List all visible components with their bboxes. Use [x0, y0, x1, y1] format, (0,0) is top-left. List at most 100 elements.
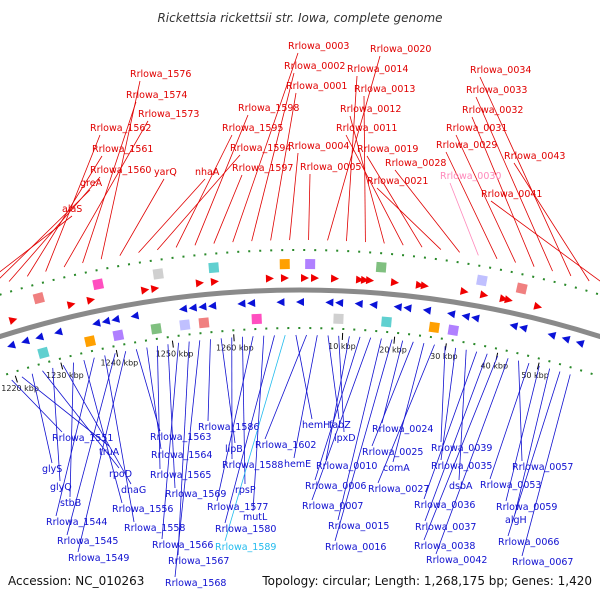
reverse-gene-arrow: [276, 298, 285, 307]
bottom-gene-label: Rrlowa_0007: [302, 501, 363, 512]
bottom-label-leader: [177, 341, 190, 556]
bottom-gene-label: Rrlowa_0042: [426, 555, 487, 566]
forward-gene-arrow: [360, 275, 370, 284]
bottom-label-leader: [435, 358, 509, 555]
reverse-gene-arrow: [178, 304, 188, 313]
top-label-leader: [100, 80, 141, 260]
bottom-label-leader: [146, 347, 162, 450]
top-gene-label: Rrlowa_1597: [232, 163, 293, 174]
reverse-gene-arrow: [92, 318, 101, 327]
reverse-feature-block: [251, 313, 262, 325]
scale-tick-label: 1230 kbp: [46, 371, 84, 380]
top-gene-label: Rrlowa_1573: [138, 109, 199, 120]
bottom-gene-label: Rrlowa_1564: [151, 450, 212, 461]
bottom-gene-label: Rrlowa_0010: [316, 461, 377, 472]
scale-tick-label: 1240 kbp: [101, 359, 139, 368]
bottom-gene-label: Rrlowa_0059: [496, 502, 557, 513]
bottom-label-leader: [505, 365, 540, 502]
gene-labels: alaS greA Rrlowa_1560 Rrlowa_1561 Rrlowa_156…: [42, 41, 573, 589]
forward-gene-arrow: [150, 285, 160, 294]
scale-tick-label: 10 kbp: [328, 342, 356, 351]
forward-gene-arrow: [195, 279, 204, 288]
bottom-label-leader: [423, 351, 478, 500]
forward-gene-arrow: [66, 301, 76, 310]
reverse-gene-arrow: [325, 298, 334, 307]
top-gene-label: Rrlowa_0032: [462, 105, 523, 116]
reverse-feature-block: [150, 323, 162, 335]
top-gene-label: Rrlowa_0019: [357, 144, 418, 155]
bottom-gene-label: stbB: [60, 498, 81, 509]
scale-tick: [393, 336, 396, 344]
top-gene-label: Rrlowa_0002: [284, 61, 345, 72]
scale-tick-label: 40 kbp: [481, 361, 509, 370]
top-gene-label: Rrlowa_0021: [367, 176, 428, 187]
bottom-label-leader: [293, 335, 318, 459]
top-gene-label: alaS: [62, 204, 82, 215]
label-leader-lines: [0, 52, 600, 578]
bottom-gene-label: Rrlowa_0067: [512, 557, 573, 568]
top-gene-label: Rrlowa_0005: [300, 162, 361, 173]
bottom-gene-label: fabZ: [329, 420, 351, 431]
top-label-leader: [175, 134, 233, 248]
bottom-label-leader: [521, 374, 571, 557]
bottom-gene-label: Rrlowa_1588: [222, 460, 283, 471]
reverse-gene-arrow: [547, 332, 557, 340]
backbone-circle: [0, 287, 600, 340]
forward-feature-block: [32, 292, 45, 305]
bottom-gene-label: Rrlowa_0053: [480, 480, 541, 491]
bottom-label-leader: [167, 344, 176, 489]
forward-gene-arrow: [504, 295, 513, 304]
bottom-gene-label: hemH: [302, 420, 330, 431]
bottom-label-leader: [69, 362, 74, 498]
top-label-leader: [308, 173, 311, 241]
reverse-feature-block: [333, 313, 344, 324]
top-label-leader: [8, 176, 101, 282]
reverse-gene-arrow: [422, 306, 432, 315]
guide-ring-1: [0, 327, 600, 378]
bottom-label-leader: [224, 335, 286, 542]
bottom-label-leader: [371, 341, 414, 447]
bottom-gene-label: lipB: [225, 444, 243, 455]
reverse-feature-block: [198, 317, 210, 329]
top-gene-label: Rrlowa_0014: [347, 64, 408, 75]
top-label-leader: [449, 182, 479, 256]
bottom-label-leader: [21, 376, 110, 447]
bottom-label-leader: [337, 338, 382, 521]
top-label-leader: [455, 134, 516, 263]
bottom-gene-label: Rrlowa_0006: [305, 481, 366, 492]
forward-gene-arrow: [479, 290, 489, 299]
top-gene-label: Rrlowa_1576: [130, 69, 191, 80]
bottom-gene-label: Rrlowa_1577: [207, 502, 268, 513]
bottom-gene-label: Rrlowa_0036: [414, 500, 475, 511]
scale-tick: [536, 362, 540, 370]
top-gene-label: Rrlowa_1561: [92, 144, 153, 155]
bottom-gene-label: Rrlowa_1580: [215, 524, 276, 535]
bottom-gene-label: rpsP: [235, 485, 256, 496]
bottom-gene-label: Rrlowa_1589: [215, 542, 276, 553]
map-title: Rickettsia rickettsii str. Iowa, complet…: [157, 11, 442, 25]
bottom-label-leader: [392, 343, 425, 463]
scale-tick-label: 30 kbp: [430, 352, 458, 361]
reverse-gene-arrow: [393, 303, 403, 312]
reverse-gene-arrow: [296, 298, 304, 306]
bottom-label-leader: [314, 336, 361, 481]
reverse-gene-arrow: [188, 303, 198, 312]
top-gene-label: Rrlowa_0011: [336, 123, 397, 134]
bottom-gene-label: Rrlowa_0027: [368, 484, 429, 495]
forward-gene-arrow: [210, 277, 219, 286]
reverse-gene-arrow: [198, 302, 207, 311]
bottom-gene-label: Rrlowa_0037: [415, 522, 476, 533]
top-gene-label: Rrlowa_0013: [354, 84, 415, 95]
top-gene-label: Rrlowa_0033: [466, 85, 527, 96]
forward-feature-block: [305, 259, 316, 270]
top-gene-label: Rrlowa_0012: [340, 104, 401, 115]
forward-feature-block: [152, 268, 164, 280]
forward-feature-block: [208, 262, 220, 274]
reverse-feature-block: [37, 346, 50, 360]
reverse-feature-block: [428, 321, 440, 334]
bottom-label-leader: [104, 355, 135, 523]
bottom-gene-label: Rrlowa_0066: [498, 537, 559, 548]
reverse-gene-arrow: [101, 316, 111, 325]
bottom-gene-label: Rrlowa_1586: [198, 422, 259, 433]
